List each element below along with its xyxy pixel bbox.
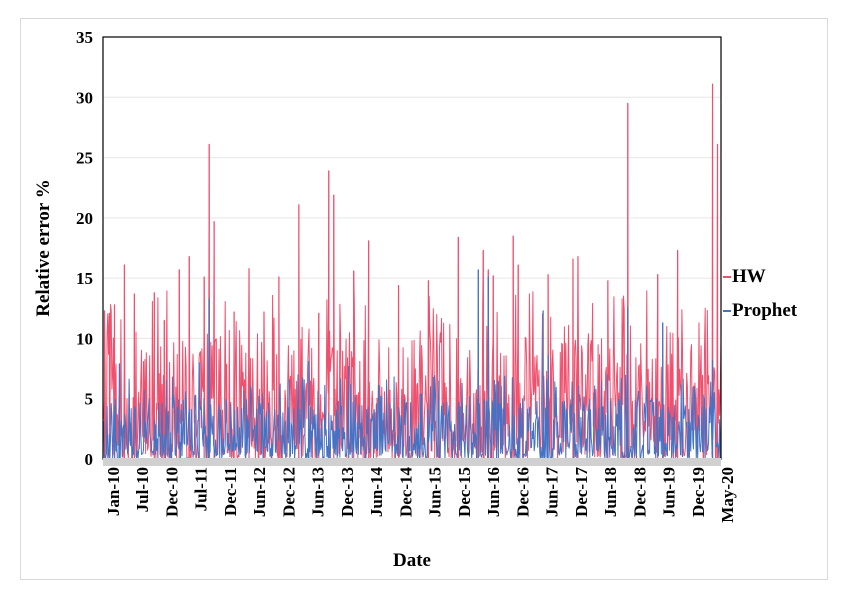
legend-label-prophet: Prophet: [732, 300, 798, 321]
x-tick-label: Jul-10: [133, 467, 152, 512]
x-tick-label: Dec-12: [279, 467, 298, 517]
chart-frame: 0 5 10 15 20 25 30 35 Jan-10 Jul-10 Dec-10 Jul-11 D…: [20, 18, 828, 580]
y-tick-label: 0: [85, 450, 94, 469]
x-tick-label: Jan-10: [104, 467, 123, 516]
y-tick-label: 15: [76, 269, 93, 288]
x-tick-label: Dec-13: [338, 467, 357, 517]
y-tick-label: 25: [76, 149, 93, 168]
x-tick-label: Jun-12: [250, 467, 269, 517]
y-tick-label: 10: [76, 329, 93, 348]
series-path-prophet: [102, 269, 722, 460]
x-tick-label: Dec-17: [572, 467, 591, 518]
x-axis-baseline: [103, 458, 721, 466]
x-tick-label: Jun-13: [309, 467, 328, 517]
y-axis-title: Relative error %: [33, 179, 54, 317]
y-tick-label: 5: [85, 390, 94, 409]
x-tick-label: Dec-16: [513, 467, 532, 517]
x-tick-label: Dec-14: [396, 467, 415, 518]
x-tick-label: Jun-16: [484, 467, 503, 517]
x-tick-label: Jun-17: [543, 467, 562, 518]
x-tick-label: Jul-11: [192, 467, 211, 511]
x-tick-label: Dec-18: [630, 467, 649, 517]
x-tick-label: Dec-11: [221, 467, 240, 516]
x-tick-label: May-20: [718, 467, 737, 523]
y-tick-label: 35: [76, 28, 93, 47]
y-tick-label: 20: [76, 209, 93, 228]
x-tick-label: Jun-18: [601, 467, 620, 517]
x-axis-title: Date: [393, 550, 431, 571]
legend-label-hw: HW: [732, 266, 766, 287]
y-axis-ticks: 0 5 10 15 20 25 30 35: [76, 28, 93, 469]
relative-error-line-chart: 0 5 10 15 20 25 30 35 Jan-10 Jul-10 Dec-10 Jul-11 D…: [33, 28, 798, 571]
x-tick-label: Jun-19: [660, 467, 679, 517]
x-tick-label: Jun-15: [426, 467, 445, 517]
x-tick-label: Dec-15: [455, 467, 474, 517]
x-tick-label: Jun-14: [367, 467, 386, 518]
x-tick-label: Dec-19: [689, 467, 708, 517]
y-tick-label: 30: [76, 88, 93, 107]
legend: HW Prophet: [723, 266, 798, 321]
x-tick-label: Dec-10: [162, 467, 181, 517]
x-axis-ticks: Jan-10 Jul-10 Dec-10 Jul-11 Dec-11 Jun-12 Dec-…: [104, 467, 737, 523]
series-line-prophet: [102, 269, 722, 460]
